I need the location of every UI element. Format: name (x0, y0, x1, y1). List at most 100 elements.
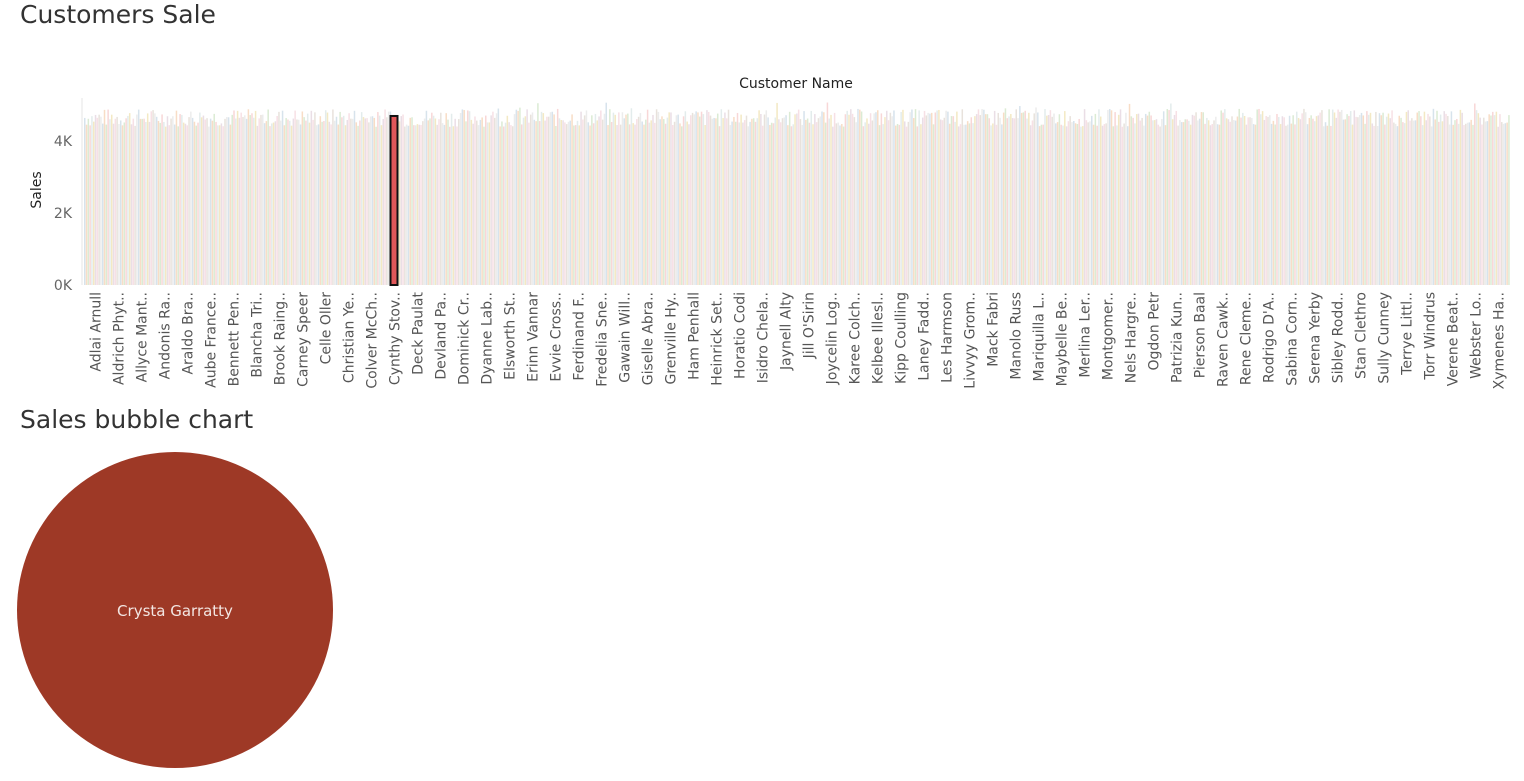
bar[interactable] (1159, 126, 1161, 285)
bar[interactable] (1445, 113, 1447, 285)
bar[interactable] (1333, 112, 1336, 285)
bar[interactable] (445, 113, 447, 285)
bar[interactable] (751, 118, 753, 285)
bar[interactable] (1267, 116, 1269, 285)
bar[interactable] (339, 111, 341, 285)
bar[interactable] (492, 111, 494, 286)
bar[interactable] (1182, 122, 1185, 285)
bar[interactable] (1439, 114, 1442, 285)
bar[interactable] (1400, 117, 1402, 285)
bar[interactable] (900, 112, 902, 285)
bar[interactable] (1121, 126, 1124, 285)
bar[interactable] (810, 110, 812, 286)
bar[interactable] (1499, 114, 1501, 285)
bar[interactable] (1215, 116, 1217, 285)
bar[interactable] (749, 121, 751, 285)
bar[interactable] (481, 117, 483, 286)
bar[interactable] (1429, 116, 1431, 285)
bar[interactable] (618, 112, 620, 285)
bar[interactable] (148, 121, 151, 285)
bar[interactable] (549, 112, 552, 286)
bar[interactable] (407, 125, 410, 285)
bar[interactable] (1346, 114, 1348, 285)
bar[interactable] (1312, 118, 1314, 285)
bar[interactable] (738, 122, 741, 285)
bar[interactable] (306, 113, 309, 285)
bar[interactable] (1069, 116, 1071, 285)
bar[interactable] (537, 103, 539, 286)
bar[interactable] (646, 109, 649, 285)
bar[interactable] (233, 110, 235, 285)
bar[interactable] (1427, 113, 1429, 286)
bar[interactable] (769, 124, 771, 285)
bar[interactable] (463, 110, 465, 285)
bar[interactable] (519, 107, 521, 285)
bar[interactable] (990, 125, 992, 286)
bar[interactable] (725, 118, 728, 285)
bar[interactable] (513, 114, 516, 285)
bar[interactable] (522, 117, 525, 285)
bar[interactable] (1402, 122, 1404, 285)
bar[interactable] (1065, 126, 1068, 285)
bar[interactable] (569, 120, 572, 285)
bar[interactable] (1098, 109, 1100, 285)
bar[interactable] (101, 123, 104, 285)
bar[interactable] (1085, 120, 1088, 285)
bar[interactable] (386, 117, 388, 285)
bar[interactable] (1303, 108, 1305, 286)
bar[interactable] (952, 116, 955, 286)
bar[interactable] (591, 115, 593, 285)
bar[interactable] (824, 122, 827, 285)
bar[interactable] (682, 116, 685, 285)
bar[interactable] (605, 102, 607, 285)
bar[interactable] (1421, 125, 1424, 285)
bar[interactable] (627, 113, 629, 285)
bar[interactable] (364, 118, 367, 285)
bar[interactable] (842, 126, 845, 285)
bar[interactable] (812, 124, 814, 285)
bar[interactable] (204, 119, 206, 285)
bar[interactable] (414, 125, 417, 285)
bar[interactable] (123, 122, 126, 285)
bar[interactable] (828, 118, 830, 286)
bar[interactable] (247, 109, 250, 285)
bar[interactable] (1272, 120, 1275, 285)
bar[interactable] (679, 123, 681, 285)
bar[interactable] (673, 121, 676, 285)
bar[interactable] (1082, 126, 1084, 285)
bar[interactable] (1022, 112, 1025, 285)
bar[interactable] (332, 109, 334, 285)
bar[interactable] (215, 121, 217, 285)
bar[interactable] (848, 114, 850, 285)
bar[interactable] (517, 110, 519, 285)
bar[interactable] (1411, 118, 1413, 286)
bar[interactable] (92, 121, 95, 286)
bar[interactable] (139, 118, 142, 285)
bar[interactable] (175, 110, 178, 286)
bar[interactable] (573, 125, 575, 286)
bar-series[interactable] (84, 102, 1510, 286)
bar[interactable] (1506, 122, 1508, 285)
bar[interactable] (504, 122, 507, 285)
bar[interactable] (864, 122, 866, 285)
bar[interactable] (502, 126, 505, 285)
bar[interactable] (371, 116, 374, 285)
bar[interactable] (983, 109, 985, 285)
bar[interactable] (1028, 112, 1030, 285)
bar[interactable] (1047, 115, 1050, 285)
bar[interactable] (1164, 125, 1167, 285)
bar[interactable] (1391, 110, 1393, 285)
bar[interactable] (179, 114, 181, 285)
bar[interactable] (276, 116, 278, 285)
bar[interactable] (1351, 124, 1354, 285)
bar[interactable] (1031, 120, 1034, 286)
bar[interactable] (1010, 114, 1012, 285)
bar[interactable] (1382, 112, 1384, 285)
bar[interactable] (1051, 116, 1053, 285)
bar[interactable] (645, 119, 647, 285)
bar[interactable] (796, 113, 798, 285)
bar[interactable] (1481, 124, 1483, 285)
bar[interactable] (483, 126, 485, 285)
bar[interactable] (1177, 125, 1179, 285)
bar[interactable] (778, 119, 780, 285)
